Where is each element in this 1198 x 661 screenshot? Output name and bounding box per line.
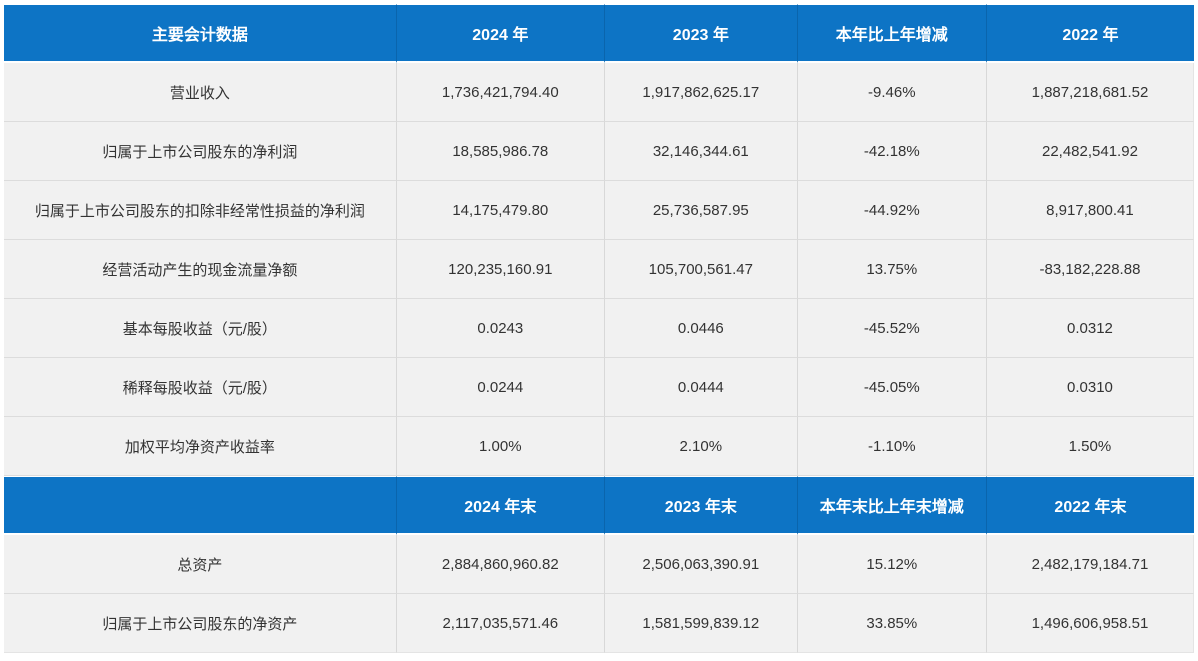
value-end-2023: 1,581,599,839.12 [604,594,798,653]
value-2024: 1,736,421,794.40 [396,63,605,122]
header-row-period-end: 2024 年末 2023 年末 本年末比上年末增减 2022 年末 [4,476,1194,535]
value-2024: 1.00% [396,417,605,476]
header-empty-cell [4,476,397,535]
row-label: 归属于上市公司股东的净资产 [4,594,397,653]
value-2022: 8,917,800.41 [986,181,1194,240]
table-row-total-assets: 总资产 2,884,860,960.82 2,506,063,390.91 15… [4,535,1194,594]
value-2022: 0.0312 [986,299,1194,358]
header-year-2023: 2023 年 [604,4,798,63]
row-label: 归属于上市公司股东的净利润 [4,122,397,181]
row-label: 营业收入 [4,63,397,122]
value-2022: -83,182,228.88 [986,240,1194,299]
value-2023: 1,917,862,625.17 [604,63,798,122]
header-row-annual: 主要会计数据 2024 年 2023 年 本年比上年增减 2022 年 [4,4,1194,63]
value-change: 15.12% [797,535,987,594]
row-label: 归属于上市公司股东的扣除非经常性损益的净利润 [4,181,397,240]
value-change: 13.75% [797,240,987,299]
value-end-2022: 1,496,606,958.51 [986,594,1194,653]
value-2023: 25,736,587.95 [604,181,798,240]
header-year-2022: 2022 年 [986,4,1194,63]
header-period-end-change: 本年末比上年末增减 [797,476,987,535]
header-yoy-change: 本年比上年增减 [797,4,987,63]
header-end-2023: 2023 年末 [604,476,798,535]
value-2023: 0.0446 [604,299,798,358]
header-year-2024: 2024 年 [396,4,605,63]
value-end-2024: 2,117,035,571.46 [396,594,605,653]
value-2023: 32,146,344.61 [604,122,798,181]
value-2024: 18,585,986.78 [396,122,605,181]
row-label: 加权平均净资产收益率 [4,417,397,476]
row-label: 稀释每股收益（元/股） [4,358,397,417]
value-2023: 2.10% [604,417,798,476]
row-label: 总资产 [4,535,397,594]
value-2024: 0.0244 [396,358,605,417]
value-2024: 120,235,160.91 [396,240,605,299]
value-end-2023: 2,506,063,390.91 [604,535,798,594]
value-change: -44.92% [797,181,987,240]
table-row-basic-eps: 基本每股收益（元/股） 0.0243 0.0446 -45.52% 0.0312 [4,299,1194,358]
value-change: -42.18% [797,122,987,181]
table-row-operating-cash-flow: 经营活动产生的现金流量净额 120,235,160.91 105,700,561… [4,240,1194,299]
value-change: 33.85% [797,594,987,653]
table-row-net-profit-excl-nonrecurring: 归属于上市公司股东的扣除非经常性损益的净利润 14,175,479.80 25,… [4,181,1194,240]
value-change: -45.52% [797,299,987,358]
financial-summary-table: 主要会计数据 2024 年 2023 年 本年比上年增减 2022 年 营业收入… [4,4,1194,653]
row-label: 经营活动产生的现金流量净额 [4,240,397,299]
table-row-operating-revenue: 营业收入 1,736,421,794.40 1,917,862,625.17 -… [4,63,1194,122]
value-2022: 1.50% [986,417,1194,476]
value-2023: 0.0444 [604,358,798,417]
row-label: 基本每股收益（元/股） [4,299,397,358]
value-2022: 1,887,218,681.52 [986,63,1194,122]
value-end-2024: 2,884,860,960.82 [396,535,605,594]
value-end-2022: 2,482,179,184.71 [986,535,1194,594]
header-main-accounting-data: 主要会计数据 [4,4,397,63]
table-row-diluted-eps: 稀释每股收益（元/股） 0.0244 0.0444 -45.05% 0.0310 [4,358,1194,417]
value-2022: 22,482,541.92 [986,122,1194,181]
value-change: -45.05% [797,358,987,417]
value-change: -1.10% [797,417,987,476]
value-change: -9.46% [797,63,987,122]
table-row-weighted-avg-roe: 加权平均净资产收益率 1.00% 2.10% -1.10% 1.50% [4,417,1194,476]
header-end-2022: 2022 年末 [986,476,1194,535]
value-2024: 14,175,479.80 [396,181,605,240]
value-2023: 105,700,561.47 [604,240,798,299]
value-2024: 0.0243 [396,299,605,358]
header-end-2024: 2024 年末 [396,476,605,535]
table-row-net-assets: 归属于上市公司股东的净资产 2,117,035,571.46 1,581,599… [4,594,1194,653]
table-row-net-profit: 归属于上市公司股东的净利润 18,585,986.78 32,146,344.6… [4,122,1194,181]
value-2022: 0.0310 [986,358,1194,417]
